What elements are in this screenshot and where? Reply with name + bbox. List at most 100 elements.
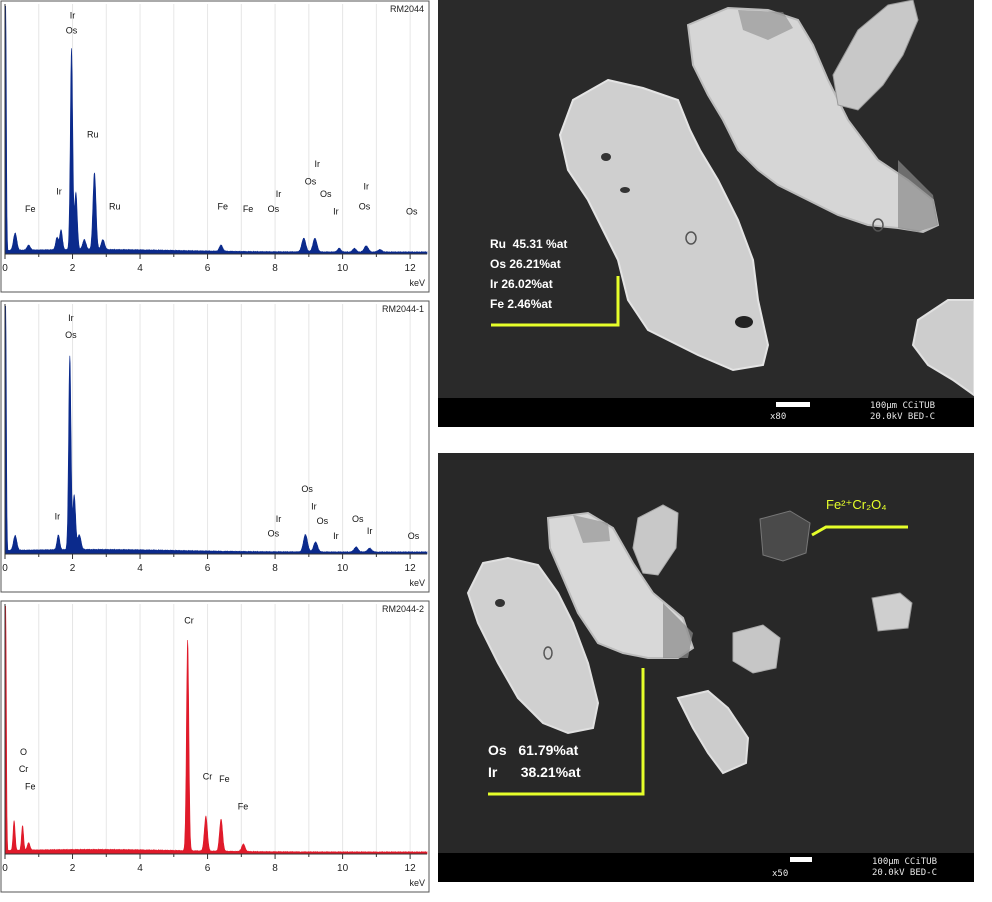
peak-label: Ru xyxy=(109,201,121,211)
peak-label: Os xyxy=(352,514,364,524)
x-tick-label: 4 xyxy=(137,563,143,574)
comp-row-1: Ru 45.31 %at xyxy=(490,237,568,251)
sem-info-bar-top: x80 100µm CCiTUB 20.0kV BED-C xyxy=(438,398,974,427)
scale-label-top: 100µm CCiTUB xyxy=(870,401,936,411)
phase-label: Fe²⁺Cr₂O₄ xyxy=(826,497,887,512)
scale-label-bottom: 100µm CCiTUB xyxy=(872,857,938,867)
peak-label: Fe xyxy=(217,201,228,211)
peak-label: Cr xyxy=(19,764,29,774)
chromite-grain xyxy=(759,510,811,562)
peak-label: Fe xyxy=(219,774,230,784)
x-axis-label: keV xyxy=(409,578,425,588)
spectrum-panel-2: 0 2 4 6 8 10 12 keV RM2044-1 Ir Os Ir Os Ir Os Ir Os Os Ir… xyxy=(0,300,430,593)
peak-label: Os xyxy=(65,330,77,340)
x-tick-label: 8 xyxy=(272,863,278,874)
comp-row-3: Ir 26.02%at xyxy=(490,277,553,291)
peak-label: Os xyxy=(317,516,329,526)
magnification-top: x80 xyxy=(770,412,787,422)
scale-bar-bottom xyxy=(790,857,812,862)
comp-row-1: Os 61.79%at xyxy=(488,742,579,758)
grain-top-right xyxy=(832,0,919,111)
peak-label: Ir xyxy=(311,501,317,511)
peak-label: Fe xyxy=(243,204,254,214)
sem-info-bar-bottom: x50 100µm CCiTUB 20.0kV BED-C xyxy=(438,853,974,882)
peak-label: Os xyxy=(359,201,371,211)
x-axis-label: keV xyxy=(409,878,425,888)
sem-image-bottom: Fe²⁺Cr₂O₄ Os 61.79%at Ir 38.21%at x50 10… xyxy=(438,453,974,882)
spectrum-series xyxy=(4,605,428,855)
peak-label: Ir xyxy=(363,182,369,192)
x-tick-label: 6 xyxy=(205,563,211,574)
grain-bottom-right xyxy=(911,299,974,397)
comp-row-4: Fe 2.46%at xyxy=(490,297,553,311)
peak-label: Fe xyxy=(25,204,36,214)
peak-label: Cr xyxy=(184,615,194,625)
highlight-bracket-top xyxy=(491,276,620,327)
spectrum-panel-1: 0 2 4 6 8 10 12 keV RM2044 Ir Os Ru Ir Fe Ru Fe Fe Os Ir Os… xyxy=(0,0,430,293)
x-tick-label: 4 xyxy=(137,263,143,274)
x-tick-label: 12 xyxy=(405,863,417,874)
grain-small-3 xyxy=(732,624,781,674)
magnification-bottom: x50 xyxy=(772,869,789,879)
grain-left xyxy=(558,78,770,372)
peak-label: Os xyxy=(305,177,317,187)
spectrum-chart-2: 0 2 4 6 8 10 12keVRM2044-1IrOsIrOsIrOsIrOsOsIr… xyxy=(0,300,430,593)
x-tick-label: 0 xyxy=(2,563,8,574)
grain-small-4 xyxy=(676,689,750,775)
x-tick-label: 0 xyxy=(2,863,8,874)
x-tick-label: 2 xyxy=(70,263,76,274)
peak-label: Os xyxy=(66,25,78,35)
peak-label: Os xyxy=(320,189,332,199)
peak-label: Os xyxy=(301,484,313,494)
peak-label: Cr xyxy=(203,772,213,782)
sem-micrograph-top xyxy=(438,0,974,427)
peak-label: Os xyxy=(268,204,280,214)
voltage-bottom: 20.0kV BED-C xyxy=(872,868,938,878)
peak-label: Ir xyxy=(367,526,373,536)
x-tick-label: 10 xyxy=(337,863,349,874)
peak-label: Ir xyxy=(70,10,76,20)
spectrum-panel-3: 0 2 4 6 8 10 12 keV RM2044-2 Cr Cr Fe Fe O Cr Fe xyxy=(0,600,430,893)
composition-top: Ru 45.31 %at Os 26.21%at Ir 26.02%at Fe … xyxy=(490,234,567,314)
x-tick-label: 12 xyxy=(405,563,417,574)
peak-label: Fe xyxy=(238,801,249,811)
x-tick-label: 6 xyxy=(205,263,211,274)
highlight-bracket-bottom xyxy=(488,668,645,796)
peak-label: Ir xyxy=(315,159,321,169)
peak-label: Os xyxy=(268,529,280,539)
spectrum-series xyxy=(4,5,428,255)
x-tick-label: 8 xyxy=(272,563,278,574)
panel-frame xyxy=(0,600,430,893)
peak-label: Fe xyxy=(25,782,36,792)
x-tick-label: 2 xyxy=(70,863,76,874)
x-tick-label: 6 xyxy=(205,863,211,874)
x-tick-label: 10 xyxy=(337,263,349,274)
x-tick-label: 10 xyxy=(337,563,349,574)
x-tick-label: 2 xyxy=(70,563,76,574)
spectrum-chart-3: 0 2 4 6 8 10 12 keV RM2044-2 Cr Cr Fe Fe O Cr Fe xyxy=(0,600,430,893)
peak-label: Ir xyxy=(276,189,282,199)
panel-frame xyxy=(0,300,430,593)
peak-label: Ir xyxy=(333,531,339,541)
peak-label: Ru xyxy=(87,129,99,139)
scale-bar-top xyxy=(776,402,810,407)
x-tick-label: 4 xyxy=(137,863,143,874)
peak-label: Ir xyxy=(333,206,339,216)
voltage-top: 20.0kV BED-C xyxy=(870,412,936,422)
sem-image-top: Ru 45.31 %at Os 26.21%at Ir 26.02%at Fe … xyxy=(438,0,974,427)
composition-bottom: Os 61.79%at Ir 38.21%at xyxy=(488,739,581,783)
grain-small-2 xyxy=(871,592,913,632)
sem-micrograph-bottom xyxy=(438,453,974,882)
x-tick-label: 12 xyxy=(405,263,417,274)
comp-row-2: Ir 38.21%at xyxy=(488,764,581,780)
x-tick-label: 8 xyxy=(272,263,278,274)
spectrum-series xyxy=(4,305,428,555)
grain-small-1 xyxy=(632,504,679,576)
grain-middle xyxy=(686,6,940,234)
highlight-bracket-phase xyxy=(811,525,908,537)
peak-label: Ir xyxy=(55,511,61,521)
x-tick-label: 0 xyxy=(2,263,8,274)
peak-label: Ir xyxy=(276,514,282,524)
peak-label: Ir xyxy=(68,313,74,323)
